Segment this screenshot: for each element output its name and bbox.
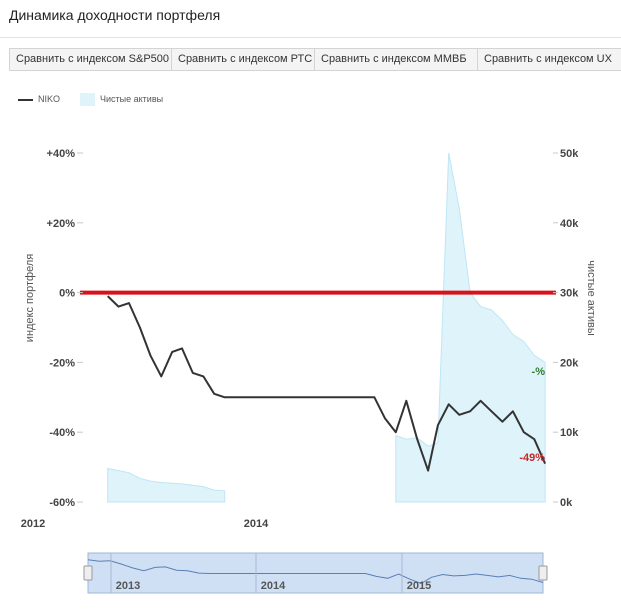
right-axis-title: чистые активы: [585, 260, 597, 336]
page-title: Динамика доходности портфеля: [9, 7, 221, 23]
right-tick-label: 20k: [560, 357, 579, 369]
tab-compare-ux[interactable]: Сравнить с индексом UX: [477, 48, 621, 71]
right-tick-label: 0k: [560, 497, 573, 509]
net-assets-area-0: [107, 467, 226, 503]
right-tick-label: 30k: [560, 288, 579, 300]
legend-label-niko: NIKO: [38, 94, 61, 104]
x-tick-label: 2014: [244, 518, 269, 530]
navigator-window: [87, 552, 544, 594]
x-tick-label: 2012: [21, 518, 45, 530]
legend-label-net-assets: Чистые активы: [100, 94, 164, 104]
tab-compare-rts[interactable]: Сравнить с индексом РТС: [171, 48, 315, 71]
annotation-assets-change: -%: [532, 366, 546, 378]
navigator-year-label: 2015: [407, 580, 431, 592]
right-tick-label: 40k: [560, 218, 579, 230]
left-tick-label: +40%: [47, 148, 76, 160]
compare-tabs: Сравнить с индексом S&P500 Сравнить с ин…: [9, 48, 621, 71]
navigator-year-label: 2014: [261, 580, 286, 592]
right-tick-label: 50k: [560, 148, 579, 160]
left-tick-label: +20%: [47, 218, 76, 230]
navigator-left-handle[interactable]: [83, 565, 93, 581]
left-tick-label: -40%: [49, 427, 75, 439]
navigator-series-line: [87, 559, 544, 585]
header-divider: [0, 37, 621, 38]
tab-compare-sp500[interactable]: Сравнить с индексом S&P500: [9, 48, 172, 71]
line-swatch-icon: [18, 99, 33, 101]
net-assets-area-1: [395, 152, 546, 503]
left-tick-label: 0%: [59, 288, 75, 300]
niko-index-line: [107, 295, 547, 472]
right-tick-label: 10k: [560, 427, 579, 439]
area-swatch-icon: [80, 93, 95, 106]
annotation-index-change: -49%: [519, 452, 545, 464]
left-tick-label: -20%: [49, 357, 75, 369]
left-axis-title: индекс портфеля: [24, 254, 36, 342]
navigator-right-handle[interactable]: [538, 565, 548, 581]
left-tick-label: -60%: [49, 497, 75, 509]
navigator-year-label: 2013: [116, 580, 140, 592]
